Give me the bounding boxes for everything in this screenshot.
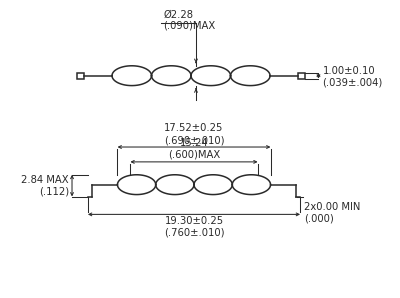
Text: 1.00±0.10
(.039±.004): 1.00±0.10 (.039±.004) xyxy=(322,66,383,87)
Text: 2x0.00 MIN
(.000): 2x0.00 MIN (.000) xyxy=(304,201,360,223)
Bar xyxy=(298,73,305,79)
Text: 2.84 MAX
(.112): 2.84 MAX (.112) xyxy=(22,175,69,196)
Text: 19.30±0.25
(.760±.010): 19.30±0.25 (.760±.010) xyxy=(164,216,224,238)
Text: Ø2.28
(.090)MAX: Ø2.28 (.090)MAX xyxy=(163,9,216,31)
Text: 17.52±0.25
(.690±.010): 17.52±0.25 (.690±.010) xyxy=(164,123,224,145)
Bar xyxy=(78,73,84,79)
Text: 15.24
(.600)MAX: 15.24 (.600)MAX xyxy=(168,138,220,160)
